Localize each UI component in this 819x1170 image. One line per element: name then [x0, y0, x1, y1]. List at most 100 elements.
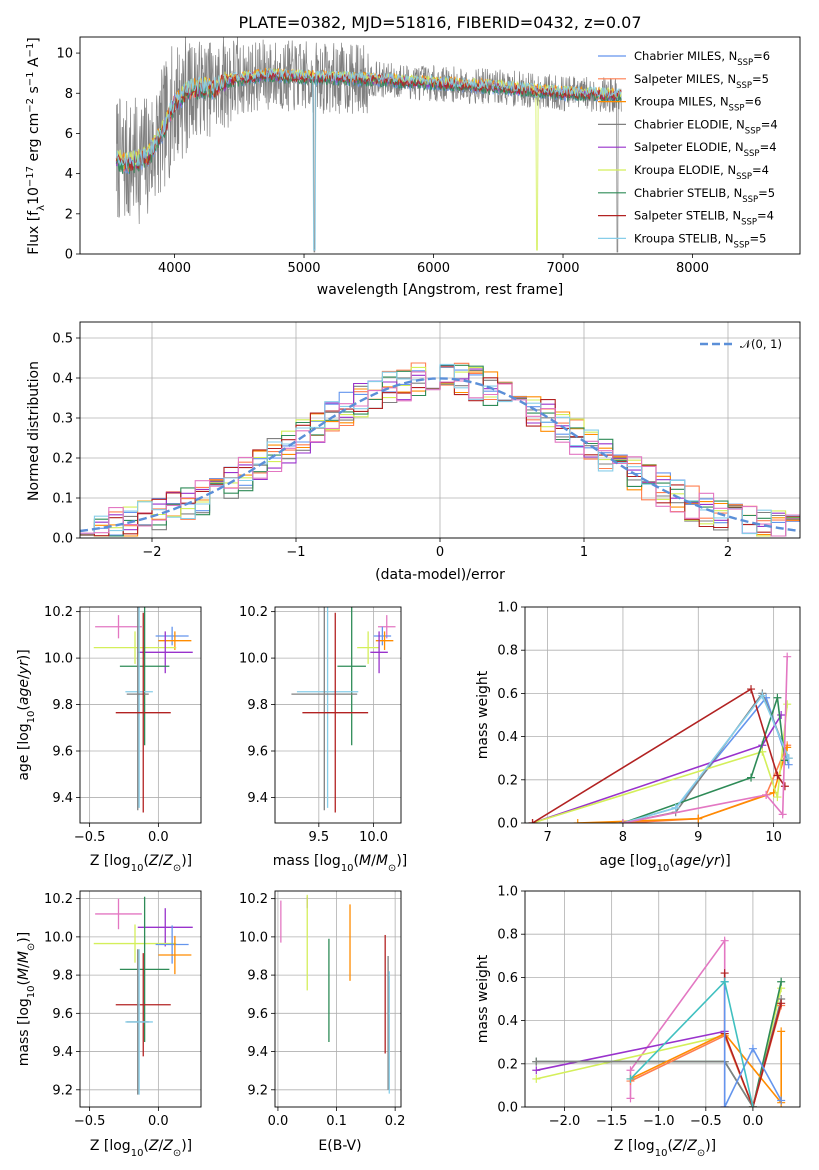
y-tick-label: 0.0: [497, 817, 518, 832]
y-tick-label: 9.6: [247, 1007, 268, 1022]
plot-area: [528, 652, 793, 823]
x-tick-label: 8: [619, 830, 627, 845]
weight-marker: [626, 1066, 635, 1075]
model-spectrum-line: [115, 68, 622, 251]
axes-frame: [79, 890, 202, 1108]
weight-line: [622, 694, 790, 823]
x-tick-label: 0.1: [326, 1114, 347, 1129]
y-tick-label: 2: [65, 207, 73, 222]
errorbar-point: [296, 607, 359, 808]
y-tick-label: 9.4: [52, 791, 73, 806]
mass-vs-z-xlabel: Z [log10(Z/Z⊙)]: [90, 1138, 192, 1159]
y-tick-label: 0.2: [497, 773, 518, 788]
x-tick-label: 0.0: [148, 1114, 169, 1129]
weight-marker: [762, 790, 771, 799]
y-tick-label: 0.3: [52, 412, 73, 427]
y-tick-label: 8: [65, 87, 73, 102]
ticks: 0.0 0.1 0.2 9.2 9.4 9.6 9.8 10.0 10.2: [239, 892, 405, 1129]
y-tick-label: 10.0: [239, 652, 268, 667]
weight-marker: [778, 810, 787, 819]
errorbar-point: [158, 631, 192, 650]
weight-marker: [777, 711, 786, 719]
plot-area: [291, 607, 396, 813]
x-tick-label: 10.0: [359, 830, 388, 845]
histogram-step: [80, 371, 800, 537]
axes-frame: [274, 606, 402, 824]
weight-marker: [784, 754, 793, 763]
axes-frame: [274, 890, 402, 1108]
weight-marker: [747, 685, 756, 694]
weight-marker: [626, 1094, 635, 1103]
y-tick-label: 10.0: [44, 652, 73, 667]
x-tick-label: 0: [436, 545, 444, 560]
errorbar-point: [125, 949, 153, 1095]
mass-vs-extinction-panel: E(B-V) 0.0 0.1 0.2 9.2 9.4 9.6 9.8 10.0 10.2: [239, 890, 405, 1154]
x-tick-label: 5000: [287, 261, 320, 276]
weight-line: [630, 1031, 782, 1105]
errorbar-point: [95, 898, 142, 930]
y-tick-label: 9.4: [247, 791, 268, 806]
y-tick-label: 10: [56, 47, 73, 62]
ticks: −2.0 −1.5 −1.0 −0.5 0.0 0.0 0.2 0.4 0.6 0.8 1.0: [497, 885, 763, 1130]
weight-series: [618, 652, 792, 823]
age-vs-mass-panel: mass [log10(M/M⊙)] 9.5 10.0 9.4 9.6 9.8 10.0 1…: [239, 605, 408, 874]
errorbar-point: [126, 607, 149, 811]
gridlines: [275, 607, 401, 823]
weight-marker: [773, 793, 782, 802]
y-tick-label: 9.6: [247, 745, 268, 760]
weight-series: [626, 977, 757, 1107]
age-vs-z-xlabel: Z [log10(Z/Z⊙)]: [90, 853, 192, 874]
weight-vs-age-panel: age [log10(age/yr)] mass weight 7 8 9 10 0.0…: [475, 601, 801, 874]
y-tick-label: 9.4: [247, 1045, 268, 1060]
weight-marker: [777, 999, 786, 1008]
x-tick-label: 10: [765, 830, 782, 845]
x-tick-label: −0.5: [690, 1114, 722, 1129]
weight-marker: [773, 771, 782, 780]
weight-series: [528, 700, 792, 823]
histogram-xlabel: (data-model)/error: [375, 567, 505, 583]
errorbar-point: [155, 925, 189, 964]
errorbar-point: [119, 607, 170, 746]
weight-marker: [626, 1074, 635, 1083]
x-tick-label: −2.0: [549, 1114, 581, 1129]
x-tick-label: 9: [694, 830, 702, 845]
errorbar-point: [119, 896, 170, 1043]
x-tick-label: 7: [543, 830, 551, 845]
y-tick-label: 9.6: [52, 1007, 73, 1022]
weight-line: [723, 981, 782, 1107]
x-tick-label: 7000: [546, 261, 579, 276]
y-tick-label: 9.8: [52, 698, 73, 713]
weight-marker: [720, 969, 729, 978]
y-tick-label: 9.4: [52, 1045, 73, 1060]
x-tick-label: −0.5: [74, 830, 106, 845]
plot-area: [280, 894, 390, 1094]
age-vs-mass-xlabel: mass [log10(M/M⊙)]: [273, 853, 408, 874]
y-tick-label: 0.4: [497, 730, 518, 745]
axes-frame: [79, 321, 801, 539]
y-tick-label: 0.4: [497, 1014, 518, 1029]
weight-vs-z-ylabel: mass weight: [475, 954, 491, 1043]
y-tick-label: 0.1: [52, 492, 73, 507]
mass-vs-ebv-xlabel: E(B-V): [318, 1138, 361, 1154]
y-tick-label: 0.8: [497, 644, 518, 659]
axes-frame: [524, 606, 801, 824]
y-tick-label: 0.8: [497, 928, 518, 943]
gaussian-reference-curve: [80, 377, 800, 533]
weight-series: [528, 685, 789, 823]
residual-histogram-panel: (data-model)/error Normed distribution −…: [26, 321, 801, 583]
y-tick-label: 9.8: [247, 969, 268, 984]
weight-marker: [532, 1066, 541, 1075]
y-tick-label: 0.2: [52, 452, 73, 467]
weight-marker: [747, 773, 756, 782]
ticks: 9.5 10.0 9.4 9.6 9.8 10.0 10.2: [239, 605, 388, 845]
x-tick-label: 4000: [158, 261, 191, 276]
plot-area: [80, 362, 800, 537]
ticks: −0.5 0.0 9.2 9.4 9.6 9.8 10.0 10.2: [44, 892, 169, 1129]
plot-area: [115, 37, 622, 253]
y-tick-label: 9.2: [247, 1083, 268, 1098]
errorbar-point: [302, 612, 369, 813]
histogram-step: [80, 363, 800, 537]
x-tick-label: 9.5: [308, 830, 329, 845]
y-tick-label: 9.8: [52, 969, 73, 984]
y-tick-label: 1.0: [497, 885, 518, 900]
